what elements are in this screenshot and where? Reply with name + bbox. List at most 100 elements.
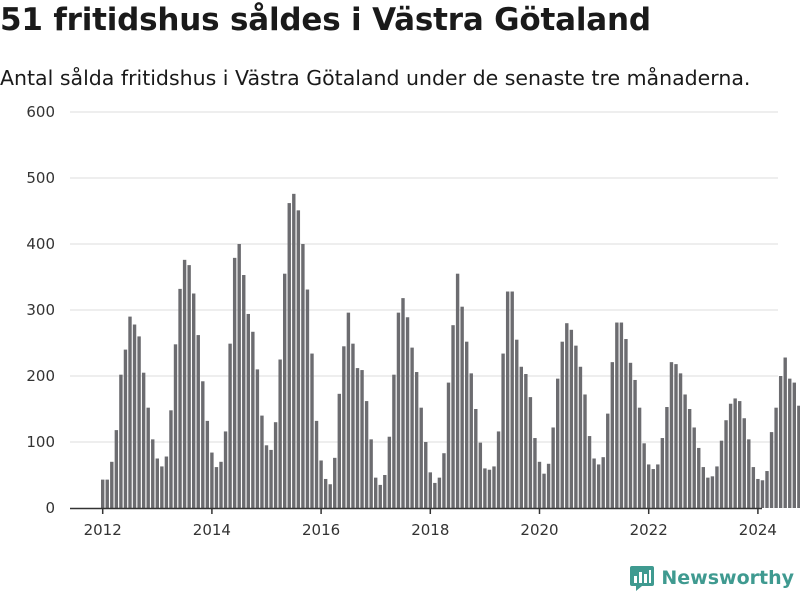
bar	[201, 381, 205, 508]
bar	[665, 407, 669, 508]
bar	[728, 403, 733, 508]
bar	[205, 420, 210, 508]
y-tick-label: 500	[26, 169, 55, 187]
bar	[642, 443, 646, 508]
bar	[478, 442, 483, 508]
bar	[519, 366, 523, 508]
bar	[378, 484, 382, 508]
bar	[428, 472, 432, 508]
bar	[774, 407, 778, 508]
bar	[524, 374, 528, 508]
bar	[683, 394, 687, 508]
bar	[232, 257, 237, 508]
bar	[501, 353, 505, 508]
bar	[601, 457, 605, 508]
bar	[396, 312, 401, 508]
newsworthy-logo[interactable]: Newsworthy	[629, 564, 794, 592]
bar	[296, 210, 301, 508]
bar	[701, 467, 705, 508]
bar	[442, 453, 446, 508]
bar	[355, 368, 360, 508]
bar	[260, 415, 264, 508]
bar	[328, 484, 332, 508]
bar	[196, 335, 200, 508]
bar	[537, 461, 542, 508]
bar	[633, 379, 637, 508]
bar	[424, 442, 428, 508]
newsworthy-logo-icon	[630, 566, 655, 591]
bar	[151, 439, 155, 508]
bar	[369, 439, 373, 508]
bar	[619, 322, 624, 508]
bar	[187, 265, 191, 508]
bar	[301, 244, 305, 508]
bar	[719, 440, 724, 508]
bar	[747, 439, 751, 508]
bar	[656, 464, 660, 508]
bar	[337, 393, 341, 508]
bar	[510, 291, 514, 508]
bar	[273, 422, 278, 508]
bar	[765, 471, 769, 508]
bar	[647, 464, 651, 508]
bar	[105, 479, 109, 508]
bar	[574, 345, 578, 508]
y-tick-label: 300	[26, 301, 55, 319]
bar	[128, 316, 132, 508]
bar	[346, 312, 351, 508]
x-tick-label: 2014	[193, 521, 231, 539]
y-axis-ticks: 0 100 200 300 400 500 600	[26, 103, 55, 517]
bar	[560, 341, 564, 508]
bar	[333, 457, 337, 508]
y-tick-label: 200	[26, 367, 55, 385]
bar	[783, 357, 787, 508]
bar	[733, 398, 737, 508]
bar	[414, 372, 419, 508]
bar	[533, 438, 537, 508]
bar	[169, 410, 173, 508]
bar	[101, 479, 105, 508]
bar	[687, 409, 692, 508]
bar	[387, 436, 392, 508]
bar	[546, 463, 551, 508]
bar	[269, 449, 273, 508]
bar	[405, 317, 410, 508]
chart-subtitle: Antal sålda fritidshus i Västra Götaland…	[0, 66, 751, 90]
bar	[433, 482, 437, 508]
bar	[724, 420, 728, 508]
bar	[583, 394, 587, 508]
bar	[419, 407, 423, 508]
x-tick-label: 2012	[84, 521, 122, 539]
bar	[146, 407, 150, 508]
bar	[292, 193, 296, 508]
bar	[319, 460, 323, 508]
bar	[214, 467, 219, 508]
bar	[551, 427, 555, 508]
bar	[778, 376, 783, 508]
bar	[114, 430, 119, 508]
x-axis: 20122014201620182020202220242026	[70, 507, 777, 539]
bar	[278, 359, 282, 508]
bar	[228, 343, 232, 508]
bar	[410, 347, 414, 508]
chart-title: 51 fritidshus såldes i Västra Götaland	[0, 2, 651, 38]
bar	[237, 244, 241, 508]
bar	[569, 329, 574, 508]
bar	[119, 374, 123, 508]
bar	[587, 436, 592, 508]
bar	[678, 373, 683, 508]
bar	[624, 339, 628, 508]
bar	[246, 313, 250, 508]
x-tick-label: 2018	[411, 521, 449, 539]
bar	[192, 293, 196, 508]
bar	[496, 431, 501, 508]
bar	[465, 341, 469, 508]
bars	[101, 193, 800, 508]
x-tick-label: 2016	[302, 521, 340, 539]
bar	[110, 461, 114, 508]
bar	[792, 382, 796, 508]
y-tick-label: 400	[26, 235, 55, 253]
bar	[178, 288, 182, 508]
bar	[160, 466, 164, 508]
